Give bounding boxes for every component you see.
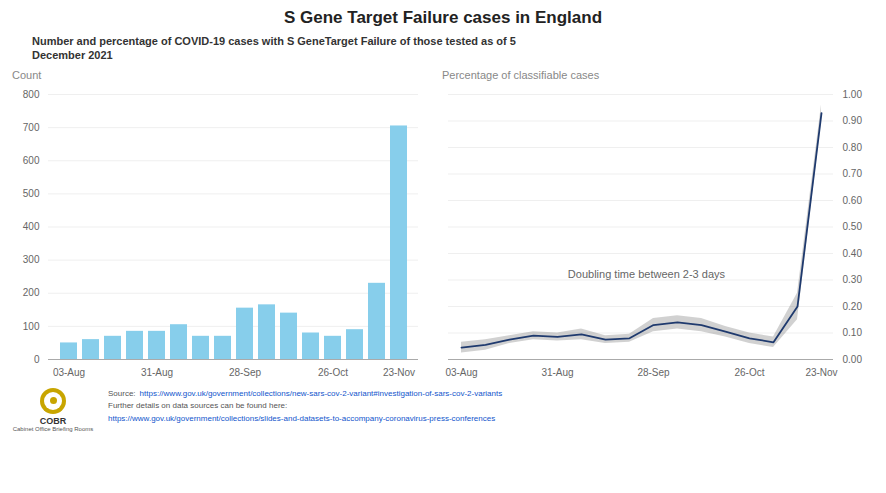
svg-text:31-Aug: 31-Aug [541,366,573,377]
html-text:Percentage of classifiable cas: Percentage of classifiable cases [442,68,600,81]
svg-text:0.20: 0.20 [843,300,863,311]
svg-text:26-Oct: 26-Oct [318,366,348,377]
svg-text:600: 600 [23,155,40,166]
svg-text:23-Nov: 23-Nov [383,366,415,377]
html-text:Further details on data source: Further details on data sources can be f… [108,401,288,411]
html-text:S Gene Target Failure cases in: S Gene Target Failure cases in England [284,8,602,27]
svg-text:700: 700 [23,121,40,132]
svg-text:0.50: 0.50 [843,221,863,232]
svg-text:03-Aug: 03-Aug [53,366,85,377]
svg-text:26-Oct: 26-Oct [734,366,764,377]
svg-text:0: 0 [34,353,40,364]
html-text:COBR: COBR [39,415,67,426]
svg-text:300: 300 [23,254,40,265]
html-text:Number and percentage of COVID: Number and percentage of COVID-19 cases … [32,35,516,62]
svg-text:31-Aug: 31-Aug [141,366,173,377]
svg-text:800: 800 [23,88,40,99]
svg-text:1.00: 1.00 [843,88,863,99]
svg-text:0.00: 0.00 [843,353,863,364]
svg-text:0.90: 0.90 [843,115,863,126]
svg-text:400: 400 [23,221,40,232]
html-text:Cabinet Office Briefing Rooms: Cabinet Office Briefing Rooms [12,425,94,432]
svg-text:Doubling time between 2-3 days: Doubling time between 2-3 days [568,268,726,280]
svg-text:500: 500 [23,188,40,199]
svg-text:100: 100 [23,320,40,331]
html-text:Count: Count [12,68,42,81]
svg-text:23-Nov: 23-Nov [805,366,837,377]
svg-text:0.60: 0.60 [843,194,863,205]
svg-text:0.10: 0.10 [843,327,863,338]
svg-text:28-Sep: 28-Sep [229,366,262,377]
svg-text:0.40: 0.40 [843,247,863,258]
html-text:Source: https://www.gov.uk/gov: Source: https://www.gov.uk/government/co… [108,388,503,398]
svg-text:0.70: 0.70 [843,168,863,179]
svg-text:0.80: 0.80 [843,141,863,152]
svg-text:0.30: 0.30 [843,274,863,285]
svg-text:200: 200 [23,287,40,298]
html-text:https://www.gov.uk/government/: https://www.gov.uk/government/collection… [108,414,496,424]
svg-text:28-Sep: 28-Sep [637,366,670,377]
svg-text:03-Aug: 03-Aug [445,366,477,377]
